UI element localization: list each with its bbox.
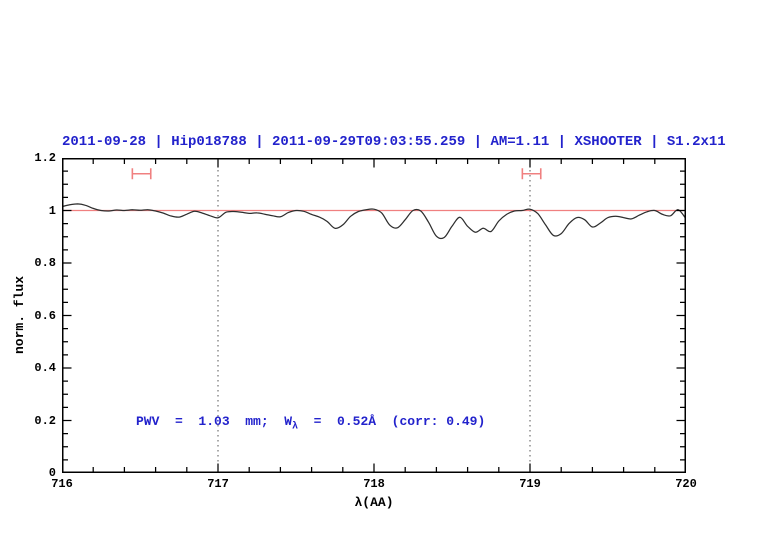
y-axis-tick-label: 1 (48, 204, 56, 218)
plot-title: 2011-09-28 | Hip018788 | 2011-09-29T09:0… (62, 134, 726, 150)
x-axis-tick-label: 716 (51, 477, 73, 491)
y-axis-tick-label: 0.6 (34, 309, 56, 323)
y-axis-tick-label: 0 (48, 466, 56, 480)
spectrum-curve (62, 203, 686, 240)
y-axis-tick-label: 1.2 (34, 151, 56, 165)
lambda-subscript: λ (292, 421, 299, 433)
pwv-annotation: PWV = 1.03 mm; Wλ = 0.52Å (corr: 0.49) (136, 414, 485, 433)
y-axis-tick-label: 0.4 (34, 361, 56, 375)
x-axis-tick-label: 718 (363, 477, 385, 491)
pwv-annotation-text: PWV = 1.03 mm; W (136, 414, 293, 429)
y-axis-tick-label: 0.8 (34, 256, 56, 270)
y-axis-tick-label: 0.2 (34, 414, 56, 428)
x-axis-tick-label: 720 (675, 477, 697, 491)
x-axis-tick-label: 717 (207, 477, 229, 491)
y-axis-title: norm. flux (12, 276, 27, 355)
x-axis-tick-label: 719 (519, 477, 541, 491)
spectrum-chart (62, 158, 686, 473)
x-axis-title: λ(AA) (354, 495, 394, 510)
pwv-annotation-text: = 0.52Å (corr: 0.49) (298, 414, 486, 429)
plot-frame (62, 158, 686, 473)
